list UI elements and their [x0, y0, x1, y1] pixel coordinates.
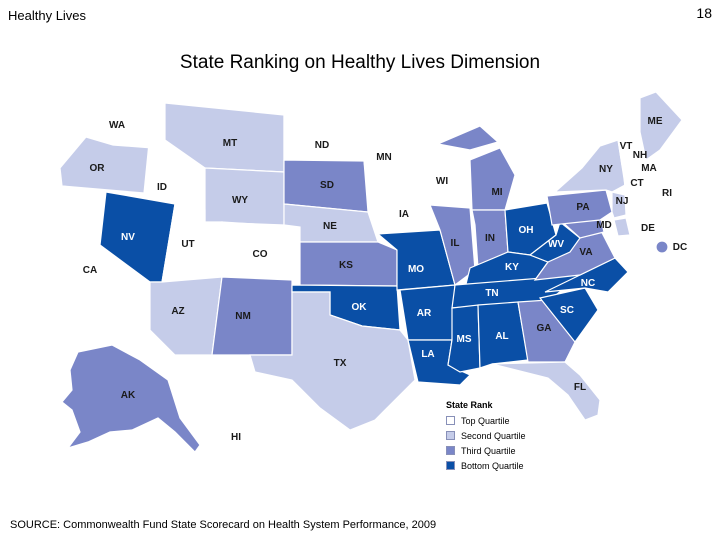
state-il — [429, 204, 476, 287]
state-de — [613, 217, 631, 237]
state-ma — [621, 159, 662, 176]
label-nv: NV — [121, 232, 135, 243]
legend-title: State Rank — [446, 400, 493, 410]
legend-swatch-bottom — [446, 461, 455, 470]
state-al — [477, 301, 529, 369]
label-ri: RI — [662, 188, 672, 199]
source-note: SOURCE: Commonwealth Fund State Scorecar… — [10, 519, 437, 531]
label-va: VA — [579, 247, 592, 258]
label-wa: WA — [109, 120, 125, 131]
state-pa — [546, 189, 613, 226]
legend-item: Second Quartile — [446, 428, 596, 443]
label-vt: VT — [620, 141, 633, 152]
label-ca: CA — [83, 265, 97, 276]
state-az — [149, 276, 223, 356]
label-me: ME — [648, 116, 663, 127]
label-ga: GA — [537, 323, 552, 334]
label-or: OR — [90, 163, 106, 174]
state-nd — [283, 114, 365, 162]
section-title: Healthy Lives — [8, 8, 87, 23]
state-ak — [61, 344, 201, 453]
legend-label: Third Quartile — [461, 445, 516, 456]
label-ak: AK — [121, 390, 136, 401]
state-nj — [611, 191, 627, 219]
label-pa: PA — [576, 202, 589, 213]
state-dc — [655, 240, 669, 254]
label-nd: ND — [315, 140, 329, 151]
label-il: IL — [451, 238, 460, 249]
label-ms: MS — [457, 334, 472, 345]
label-nj: NJ — [616, 196, 629, 207]
label-in: IN — [485, 233, 495, 244]
state-hi — [209, 404, 277, 443]
label-wi: WI — [436, 176, 448, 187]
label-mo: MO — [408, 264, 424, 275]
label-mn: MN — [376, 152, 392, 163]
legend-swatch-third — [446, 446, 455, 455]
state-tx — [249, 291, 416, 431]
legend-item: Third Quartile — [446, 443, 596, 458]
label-mi: MI — [491, 187, 502, 198]
label-ok: OK — [352, 302, 368, 313]
label-nh: NH — [633, 150, 647, 161]
label-ia: IA — [399, 209, 409, 220]
label-ks: KS — [339, 260, 353, 271]
label-sc: SC — [560, 305, 574, 316]
label-fl: FL — [574, 382, 586, 393]
label-id: ID — [157, 182, 167, 193]
legend-item: Top Quartile — [446, 413, 596, 428]
label-ny: NY — [599, 164, 613, 175]
legend-label: Top Quartile — [461, 415, 510, 426]
label-nc: NC — [581, 278, 595, 289]
label-ne: NE — [323, 221, 337, 232]
label-ma: MA — [641, 163, 657, 174]
label-de: DE — [641, 223, 655, 234]
label-wv: WV — [548, 239, 564, 250]
label-nm: NM — [235, 311, 251, 322]
state-fl — [491, 361, 601, 421]
legend-swatch-second — [446, 431, 455, 440]
legend-label: Second Quartile — [461, 430, 526, 441]
map-title: State Ranking on Healthy Lives Dimension — [179, 52, 541, 73]
label-ut: UT — [181, 239, 194, 250]
page-number: 18 — [696, 5, 712, 21]
state-ri — [639, 174, 651, 189]
label-tn: TN — [485, 288, 498, 299]
state-wi — [403, 149, 463, 196]
label-la: LA — [421, 349, 434, 360]
legend-item: Bottom Quartile — [446, 458, 596, 473]
label-mt: MT — [223, 138, 237, 149]
label-md: MD — [596, 220, 612, 231]
label-co: CO — [253, 249, 268, 260]
state-mi — [435, 125, 516, 211]
state-nm — [211, 276, 293, 356]
state-labels: WA OR CA ID NV MT WY UT CO AZ NM ND SD N… — [83, 116, 687, 443]
label-az: AZ — [171, 306, 184, 317]
map-legend: State Rank Top Quartile Second Quartile … — [446, 400, 596, 473]
state-sc — [538, 287, 599, 343]
label-ky: KY — [505, 262, 519, 273]
label-sd: SD — [320, 180, 334, 191]
legend-label: Bottom Quartile — [461, 460, 524, 471]
label-al: AL — [495, 331, 508, 342]
label-hi: HI — [231, 432, 241, 443]
label-dc: DC — [673, 242, 687, 253]
label-tx: TX — [334, 358, 347, 369]
label-wy: WY — [232, 195, 248, 206]
legend-swatch-top — [446, 416, 455, 425]
state-me — [639, 91, 683, 162]
label-ct: CT — [630, 178, 643, 189]
label-ar: AR — [417, 308, 432, 319]
state-ny — [553, 139, 626, 193]
label-oh: OH — [519, 225, 534, 236]
